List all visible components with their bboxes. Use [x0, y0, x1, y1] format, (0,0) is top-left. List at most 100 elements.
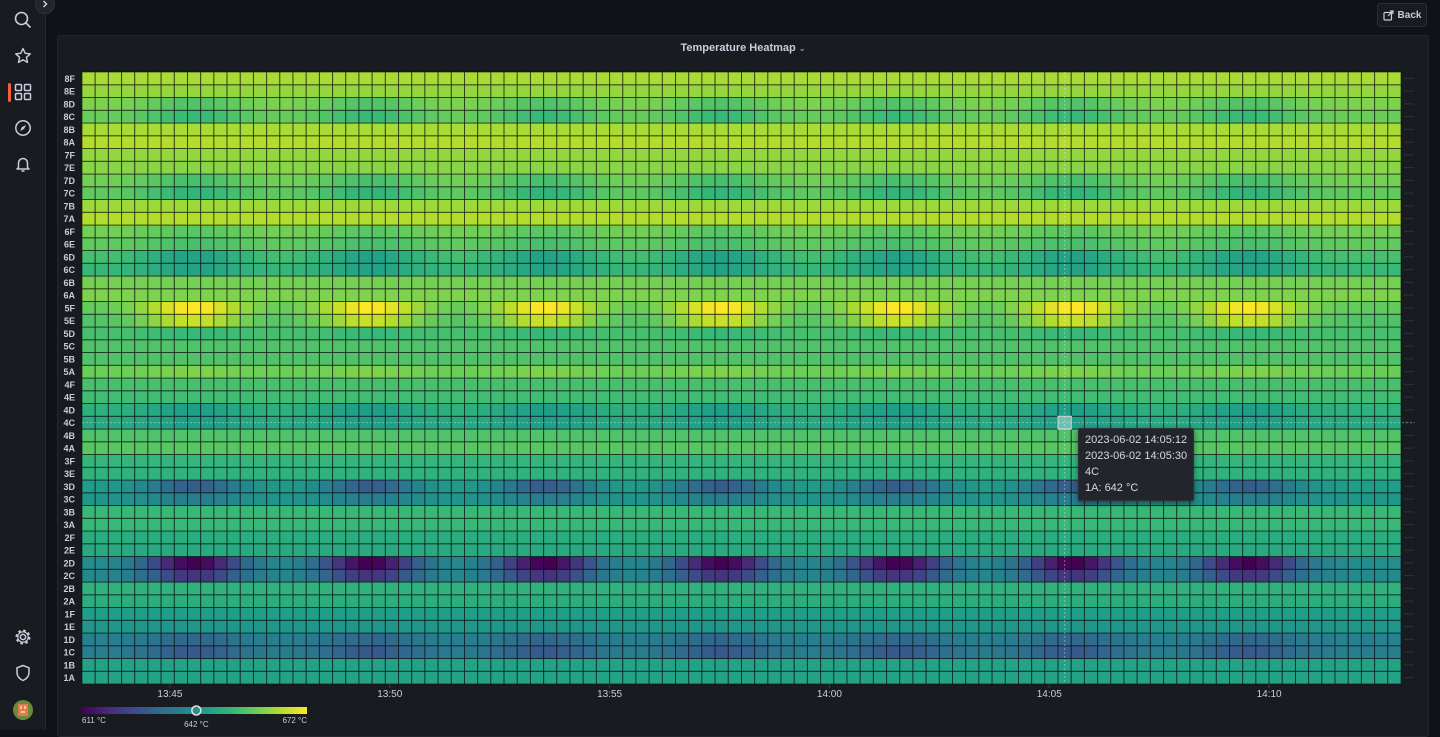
heatmap-cell[interactable] — [187, 377, 202, 392]
heatmap-cell[interactable] — [213, 122, 228, 137]
heatmap-cell[interactable] — [833, 441, 848, 455]
heatmap-cell[interactable] — [332, 607, 347, 621]
heatmap-cell[interactable] — [332, 250, 347, 264]
heatmap-cell[interactable] — [701, 454, 716, 468]
heatmap-cell[interactable] — [872, 313, 888, 328]
heatmap-cell[interactable] — [582, 556, 597, 570]
heatmap-cell[interactable] — [701, 517, 716, 532]
heatmap-cell[interactable] — [833, 122, 848, 137]
heatmap-cell[interactable] — [332, 148, 347, 162]
heatmap-cell[interactable] — [754, 326, 769, 341]
heatmap-cell[interactable] — [1083, 377, 1099, 392]
heatmap-cell[interactable] — [411, 390, 426, 404]
heatmap-cell[interactable] — [1123, 84, 1138, 98]
heatmap-cell[interactable] — [688, 250, 703, 264]
heatmap-cell[interactable] — [1070, 670, 1085, 685]
heatmap-cell[interactable] — [266, 530, 281, 545]
heatmap-cell[interactable] — [582, 658, 597, 672]
heatmap-cell[interactable] — [727, 645, 742, 659]
heatmap-cell[interactable] — [1123, 148, 1138, 162]
heatmap-cell[interactable] — [938, 364, 954, 379]
heatmap-cell[interactable] — [1387, 645, 1402, 659]
heatmap-cell[interactable] — [266, 377, 281, 392]
heatmap-cell[interactable] — [595, 670, 611, 685]
heatmap-cell[interactable] — [688, 109, 703, 124]
heatmap-cell[interactable] — [1136, 262, 1151, 277]
heatmap-cell[interactable] — [358, 237, 373, 251]
heatmap-cell[interactable] — [266, 658, 281, 672]
heatmap-cell[interactable] — [1123, 211, 1138, 226]
heatmap-cell[interactable] — [371, 97, 386, 111]
heatmap-cell[interactable] — [688, 492, 703, 506]
heatmap-cell[interactable] — [490, 492, 505, 506]
heatmap-cell[interactable] — [1123, 122, 1138, 137]
heatmap-cell[interactable] — [200, 377, 215, 392]
heatmap-cell[interactable] — [1070, 390, 1085, 404]
heatmap-cell[interactable] — [938, 632, 954, 647]
heatmap-cell[interactable] — [252, 364, 268, 379]
heatmap-cell[interactable] — [437, 262, 452, 277]
heatmap-cell[interactable] — [81, 250, 96, 264]
heatmap-cell[interactable] — [714, 250, 729, 264]
heatmap-cell[interactable] — [305, 301, 320, 315]
heatmap-cell[interactable] — [635, 237, 650, 251]
heatmap-cell[interactable] — [952, 250, 967, 264]
heatmap-cell[interactable] — [292, 581, 307, 596]
heatmap-cell[interactable] — [529, 109, 545, 124]
heatmap-cell[interactable] — [398, 454, 413, 468]
heatmap-cell[interactable] — [543, 479, 558, 494]
heatmap-cell[interactable] — [187, 441, 202, 455]
heatmap-cell[interactable] — [872, 428, 888, 443]
heatmap-cell[interactable] — [1215, 632, 1231, 647]
heatmap-cell[interactable] — [595, 530, 611, 545]
heatmap-cell[interactable] — [81, 530, 96, 545]
heatmap-cell[interactable] — [1083, 543, 1099, 557]
heatmap-cell[interactable] — [384, 568, 400, 583]
heatmap-cell[interactable] — [503, 364, 518, 379]
heatmap-cell[interactable] — [754, 224, 769, 239]
heatmap-cell[interactable] — [464, 466, 479, 481]
heatmap-cell[interactable] — [938, 199, 954, 213]
heatmap-cell[interactable] — [1070, 339, 1085, 353]
heatmap-cell[interactable] — [806, 441, 822, 455]
heatmap-cell[interactable] — [332, 403, 347, 417]
heatmap-cell[interactable] — [714, 262, 729, 277]
heatmap-cell[interactable] — [609, 658, 624, 672]
heatmap-cell[interactable] — [477, 403, 492, 417]
heatmap-cell[interactable] — [1097, 71, 1112, 86]
heatmap-cell[interactable] — [1215, 97, 1231, 111]
heatmap-cell[interactable] — [200, 224, 215, 239]
heatmap-cell[interactable] — [754, 211, 769, 226]
heatmap-cell[interactable] — [661, 492, 677, 506]
heatmap-cell[interactable] — [516, 313, 531, 328]
heatmap-cell[interactable] — [1149, 275, 1165, 290]
heatmap-cell[interactable] — [160, 543, 175, 557]
heatmap-cell[interactable] — [754, 645, 769, 659]
heatmap-cell[interactable] — [661, 71, 677, 86]
heatmap-cell[interactable] — [1347, 556, 1362, 570]
heatmap-cell[interactable] — [464, 97, 479, 111]
heatmap-cell[interactable] — [938, 160, 954, 175]
heatmap-cell[interactable] — [820, 492, 835, 506]
heatmap-cell[interactable] — [1083, 556, 1099, 570]
heatmap-cell[interactable] — [1321, 632, 1336, 647]
heatmap-cell[interactable] — [675, 160, 690, 175]
heatmap-cell[interactable] — [1360, 517, 1376, 532]
heatmap-cell[interactable] — [793, 71, 808, 86]
heatmap-cell[interactable] — [582, 594, 597, 608]
heatmap-cell[interactable] — [833, 211, 848, 226]
heatmap-cell[interactable] — [134, 441, 149, 455]
heatmap-cell[interactable] — [213, 658, 228, 672]
heatmap-cell[interactable] — [358, 224, 373, 239]
heatmap-cell[interactable] — [332, 186, 347, 200]
heatmap-cell[interactable] — [714, 135, 729, 149]
heatmap-cell[interactable] — [859, 645, 874, 659]
heatmap-cell[interactable] — [213, 543, 228, 557]
heatmap-cell[interactable] — [1202, 148, 1217, 162]
heatmap-cell[interactable] — [147, 581, 162, 596]
heatmap-cell[interactable] — [147, 428, 162, 443]
heatmap-cell[interactable] — [1347, 326, 1362, 341]
heatmap-cell[interactable] — [714, 403, 729, 417]
heatmap-cell[interactable] — [1374, 377, 1389, 392]
heatmap-cell[interactable] — [648, 250, 663, 264]
